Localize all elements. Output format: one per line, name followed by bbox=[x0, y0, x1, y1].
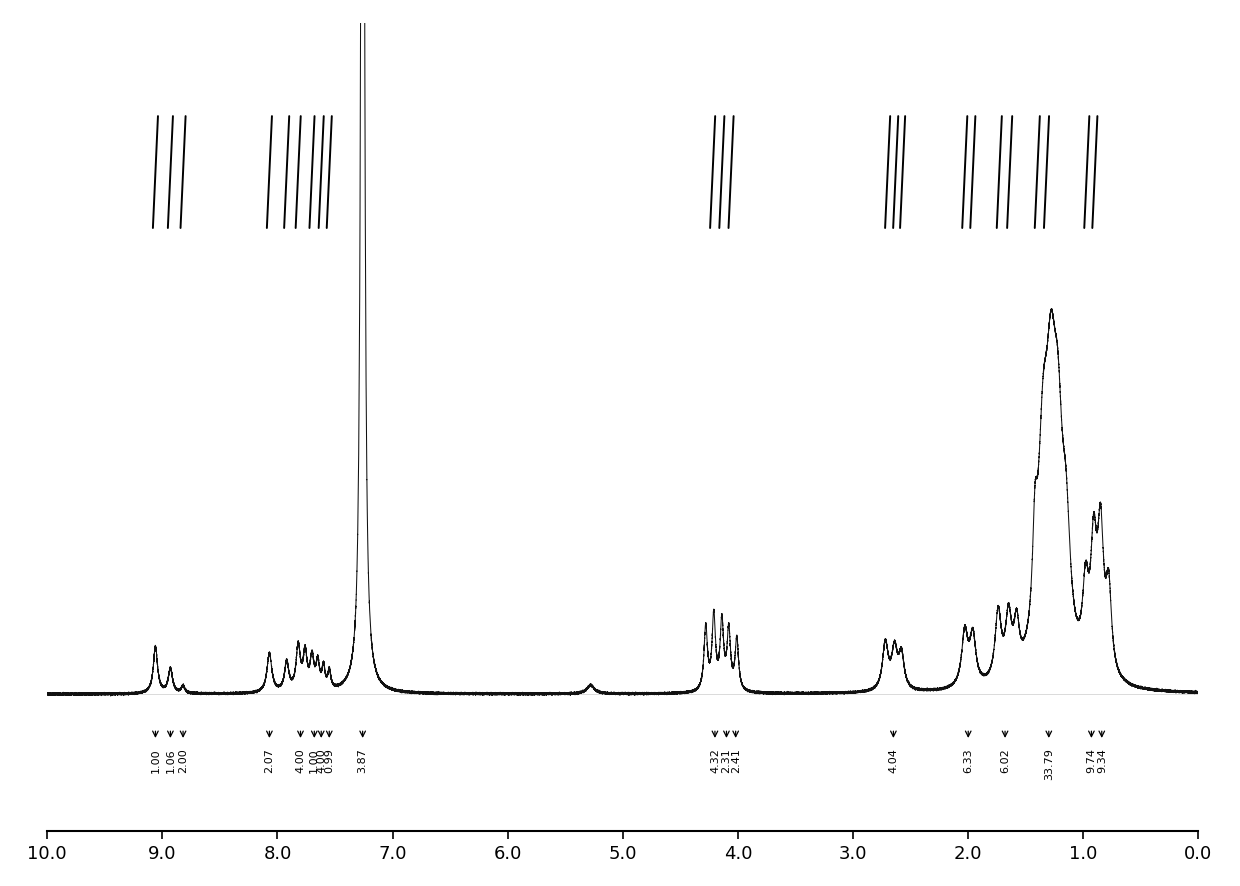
Text: 9.34: 9.34 bbox=[1096, 747, 1107, 772]
Text: 4.00: 4.00 bbox=[295, 747, 305, 772]
Text: 4.00: 4.00 bbox=[316, 747, 326, 772]
Text: 0.99: 0.99 bbox=[325, 747, 335, 772]
Text: 33.79: 33.79 bbox=[1044, 747, 1054, 779]
Text: 1.00: 1.00 bbox=[309, 747, 320, 772]
Text: 4.04: 4.04 bbox=[888, 747, 899, 772]
Text: 6.33: 6.33 bbox=[963, 747, 973, 772]
Text: 1.06: 1.06 bbox=[165, 747, 175, 772]
Text: 3.87: 3.87 bbox=[357, 747, 367, 772]
Text: 1.00: 1.00 bbox=[150, 747, 160, 772]
Text: 4.32: 4.32 bbox=[711, 747, 720, 772]
Text: 6.02: 6.02 bbox=[1001, 747, 1011, 772]
Text: 9.74: 9.74 bbox=[1086, 747, 1096, 773]
Text: 2.41: 2.41 bbox=[730, 747, 740, 772]
Text: 2.00: 2.00 bbox=[179, 747, 188, 772]
Text: 2.31: 2.31 bbox=[722, 747, 732, 772]
Text: 2.07: 2.07 bbox=[264, 747, 274, 772]
